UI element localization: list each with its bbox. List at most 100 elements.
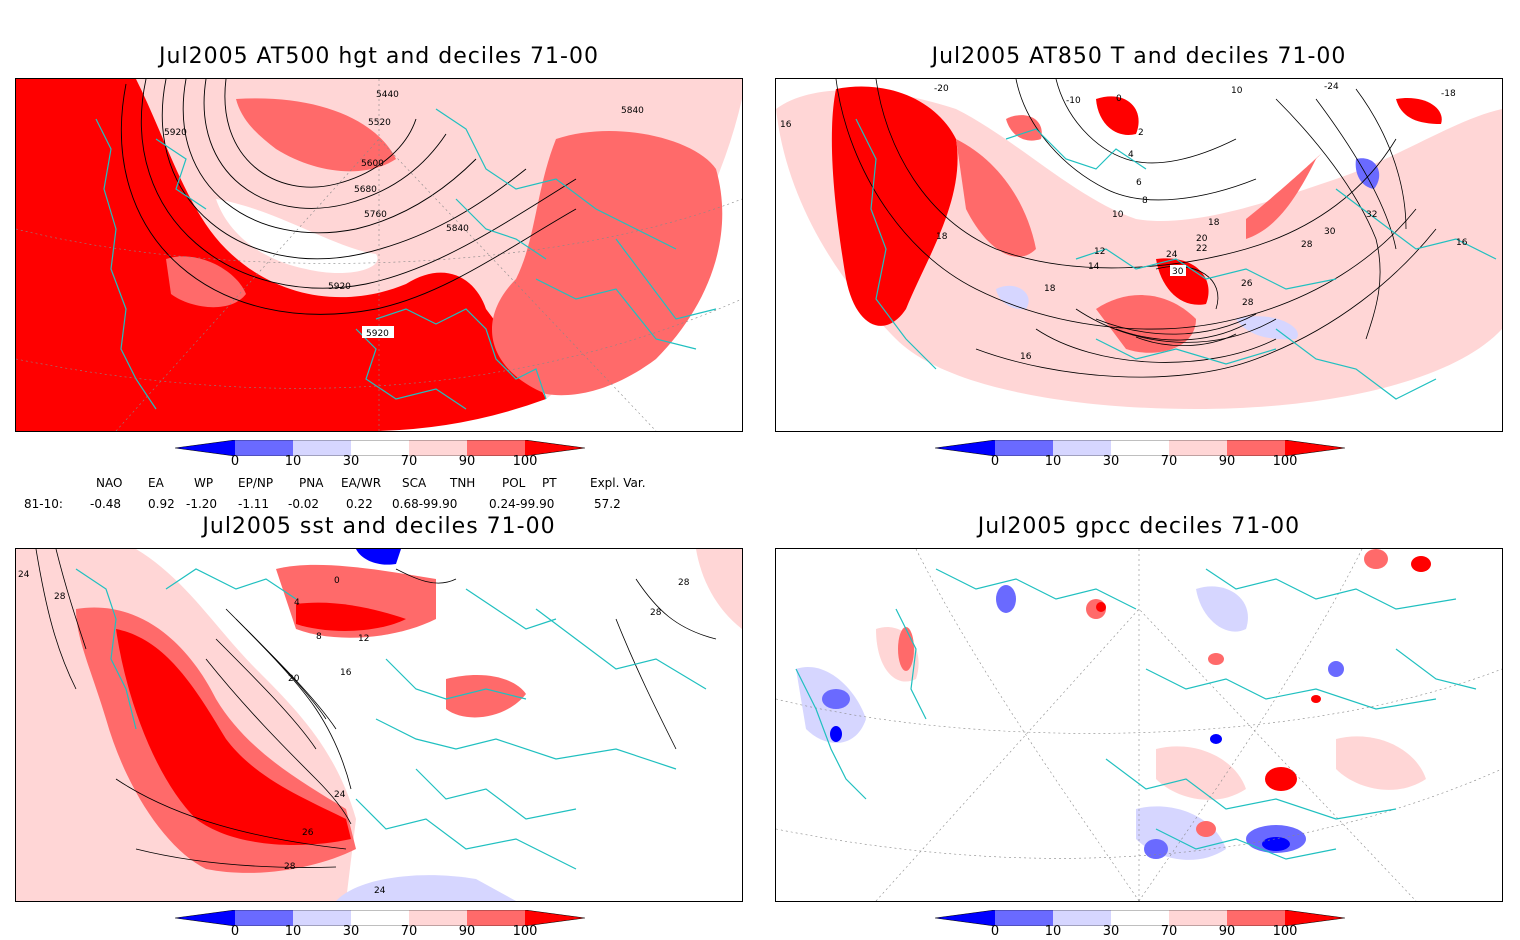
index-header: POL — [502, 476, 526, 490]
contour-label: 16 — [340, 668, 352, 678]
index-header: NAO — [96, 476, 123, 490]
contour-label: 22 — [1196, 244, 1207, 254]
colorbar-tick: 70 — [400, 924, 418, 939]
colorbar-tick: 10 — [284, 454, 302, 469]
contour-label: 20 — [288, 674, 300, 684]
index-value: 0.24-99.90 — [489, 497, 555, 511]
colorbar-at500: 0 10 30 70 90 100 — [175, 440, 585, 470]
contour-label: 5600 — [361, 159, 384, 169]
panel-title-gpcc: Jul2005 gpcc deciles 71-00 — [977, 514, 1301, 539]
contour-label: 5520 — [368, 118, 391, 128]
contour-label: 8 — [1142, 196, 1148, 206]
contour-label: 28 — [678, 578, 690, 588]
contour-label: 20 — [1196, 234, 1208, 244]
index-value: -0.02 — [288, 497, 320, 511]
colorbar-tick: 0 — [230, 454, 240, 469]
panel-title-at850: Jul2005 AT850 T and deciles 71-00 — [931, 44, 1347, 69]
map-panel-sst: 24 28 0 4 8 12 16 20 24 26 28 24 28 28 — [15, 548, 743, 902]
colorbar-tick: 90 — [1218, 454, 1236, 469]
contour-label: 18 — [936, 232, 948, 242]
contour-label: -10 — [1066, 96, 1081, 106]
contour-label: 10 — [1112, 210, 1124, 220]
contour-label: 16 — [780, 120, 792, 130]
contour-label: 5920 — [328, 282, 351, 292]
contour-label: 28 — [284, 862, 296, 872]
panel-title-sst: Jul2005 sst and deciles 71-00 — [202, 514, 556, 539]
contour-label: 5680 — [354, 185, 377, 195]
colorbar-tick: 70 — [400, 454, 418, 469]
colorbar-at850: 0 10 30 70 90 100 — [935, 440, 1345, 470]
index-header: PNA — [299, 476, 324, 490]
index-header: TNH — [450, 476, 476, 490]
contour-label: 6 — [1136, 178, 1142, 188]
index-header: EA — [148, 476, 164, 490]
colorbar-tick: 10 — [284, 924, 302, 939]
contour-label: 12 — [358, 634, 369, 644]
colorbar-tick: 30 — [342, 924, 360, 939]
colorbar-tick: 90 — [1218, 924, 1236, 939]
colorbar-tick: 90 — [458, 454, 476, 469]
contour-label: 4 — [294, 598, 300, 608]
contour-label: 10 — [1231, 86, 1243, 96]
index-value: -1.11 — [238, 497, 270, 511]
index-header: EA/WR — [341, 476, 382, 490]
colorbar-tick: 100 — [512, 924, 538, 939]
contour-label: 32 — [1366, 210, 1377, 220]
colorbar-tick: 70 — [1160, 454, 1178, 469]
contour-label: 8 — [316, 632, 322, 642]
contour-label: 16 — [1456, 238, 1468, 248]
colorbar-tick: 100 — [1272, 924, 1298, 939]
contour-label: 24 — [334, 790, 346, 800]
colorbar-tick: 70 — [1160, 924, 1178, 939]
index-value: 0.68-99.90 — [392, 497, 458, 511]
index-header: PT — [542, 476, 557, 490]
index-value: -1.20 — [186, 497, 218, 511]
contour-label: -18 — [1441, 89, 1456, 99]
index-value: 57.2 — [594, 497, 621, 511]
contour-label: 28 — [1242, 298, 1254, 308]
contour-label: 0 — [334, 576, 340, 586]
panel-title-at500: Jul2005 AT500 hgt and deciles 71-00 — [159, 44, 599, 69]
contour-label: 2 — [1138, 128, 1144, 138]
contour-label: 30 — [1324, 227, 1336, 237]
index-header: EP/NP — [238, 476, 274, 490]
contour-label: 5920 — [366, 329, 389, 339]
colorbar-tick: 0 — [990, 454, 1000, 469]
index-header: SCA — [402, 476, 427, 490]
contour-label: -24 — [1324, 82, 1339, 92]
index-header: WP — [194, 476, 214, 490]
contour-label: 5760 — [364, 210, 387, 220]
contour-label: 14 — [1088, 262, 1100, 272]
contour-label: -20 — [934, 84, 949, 94]
contour-label: 28 — [650, 608, 662, 618]
index-row-label: 81-10: — [24, 497, 63, 511]
contour-label: 5840 — [446, 224, 469, 234]
index-header: Expl. Var. — [590, 476, 646, 490]
contour-label: 5440 — [376, 90, 399, 100]
colorbar-tick: 30 — [1102, 924, 1120, 939]
contour-label: 28 — [54, 592, 66, 602]
colorbar-sst: 0 10 30 70 90 100 — [175, 910, 585, 940]
map-panel-gpcc — [775, 548, 1503, 902]
index-value: -0.48 — [90, 497, 122, 511]
colorbar-tick: 0 — [990, 924, 1000, 939]
contour-label: 5920 — [164, 128, 187, 138]
contour-label: 26 — [1241, 279, 1253, 289]
contour-label: 16 — [1020, 352, 1032, 362]
contour-label: 18 — [1044, 284, 1056, 294]
map-panel-at500: 5440 5520 5600 5680 5760 5840 5840 5920 … — [15, 78, 743, 432]
contour-label: 26 — [302, 828, 314, 838]
contour-label: 24 — [374, 886, 386, 896]
colorbar-tick: 30 — [1102, 454, 1120, 469]
colorbar-tick: 30 — [342, 454, 360, 469]
map-panel-at850: -20 -10 0 2 4 6 8 10 10 12 14 16 16 16 1… — [775, 78, 1503, 432]
colorbar-tick: 100 — [1272, 454, 1298, 469]
colorbar-tick: 10 — [1044, 924, 1062, 939]
colorbar-gpcc: 0 10 30 70 90 100 — [935, 910, 1345, 940]
contour-label: 5840 — [621, 106, 644, 116]
contour-label: 0 — [1116, 94, 1122, 104]
contour-label: 12 — [1094, 247, 1105, 257]
contour-label: 18 — [1208, 218, 1220, 228]
index-value: 0.92 — [148, 497, 175, 511]
colorbar-tick: 0 — [230, 924, 240, 939]
